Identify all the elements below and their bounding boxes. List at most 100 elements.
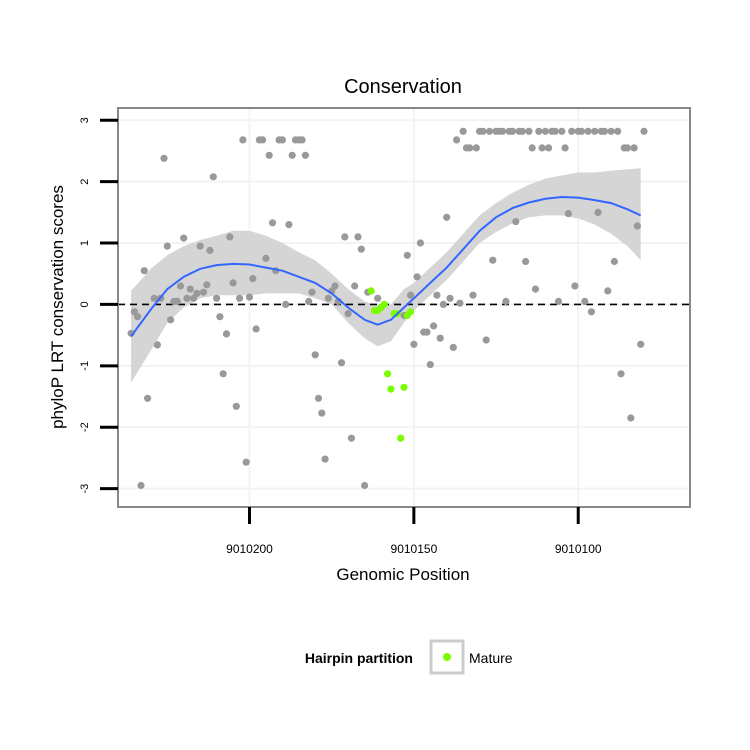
data-point bbox=[466, 144, 474, 152]
data-point bbox=[361, 481, 369, 490]
y-tick-label: 3 bbox=[79, 117, 91, 123]
data-point bbox=[229, 279, 237, 287]
data-point bbox=[479, 127, 487, 135]
data-point bbox=[640, 127, 648, 135]
data-point bbox=[216, 313, 224, 321]
data-point bbox=[564, 210, 573, 218]
mature-data-point bbox=[387, 385, 395, 393]
data-point bbox=[337, 359, 346, 367]
data-point bbox=[242, 458, 250, 466]
data-point bbox=[637, 340, 645, 348]
data-point bbox=[413, 273, 421, 281]
data-point bbox=[512, 218, 520, 226]
data-point bbox=[587, 308, 596, 316]
data-point bbox=[541, 127, 550, 135]
data-point bbox=[196, 242, 204, 250]
mature-data-point bbox=[380, 300, 388, 308]
chart-title: Conservation bbox=[344, 76, 462, 98]
data-point bbox=[416, 239, 424, 247]
data-point bbox=[456, 299, 464, 307]
data-point bbox=[423, 328, 431, 336]
data-point bbox=[407, 291, 415, 299]
data-point bbox=[344, 310, 352, 318]
data-point bbox=[558, 127, 566, 135]
data-point bbox=[167, 316, 175, 324]
data-point bbox=[347, 434, 355, 442]
x-tick-label: 9010200 bbox=[226, 542, 273, 556]
data-point bbox=[623, 144, 632, 152]
data-point bbox=[308, 288, 316, 296]
data-point bbox=[403, 251, 411, 259]
data-point bbox=[577, 127, 586, 135]
data-point bbox=[173, 297, 181, 305]
mature-data-point bbox=[367, 287, 375, 295]
data-point bbox=[163, 242, 171, 250]
data-point bbox=[278, 136, 286, 144]
data-point bbox=[285, 221, 293, 229]
data-point bbox=[610, 257, 619, 266]
data-point bbox=[554, 297, 563, 305]
data-point bbox=[183, 294, 191, 302]
data-point bbox=[627, 414, 635, 422]
data-point bbox=[545, 144, 553, 152]
data-point bbox=[351, 282, 359, 290]
data-point bbox=[630, 144, 638, 152]
data-point bbox=[433, 291, 441, 299]
legend-key-mature bbox=[443, 653, 451, 661]
data-point bbox=[410, 340, 418, 348]
y-tick-label: -1 bbox=[79, 361, 91, 371]
y-tick-label: 0 bbox=[79, 301, 91, 307]
data-point bbox=[209, 173, 217, 181]
x-tick-label: 9010100 bbox=[555, 542, 602, 556]
x-axis-label: Genomic Position bbox=[336, 565, 469, 584]
data-point bbox=[180, 234, 188, 242]
data-point bbox=[617, 370, 625, 378]
data-point bbox=[508, 127, 517, 135]
data-point bbox=[144, 394, 152, 402]
data-point bbox=[614, 127, 622, 135]
data-point bbox=[522, 257, 530, 266]
data-point bbox=[489, 256, 497, 264]
data-point bbox=[439, 300, 447, 308]
data-point bbox=[236, 294, 244, 302]
data-point bbox=[499, 127, 507, 135]
data-point bbox=[331, 282, 339, 290]
data-point bbox=[268, 219, 277, 227]
data-point bbox=[311, 351, 319, 359]
data-point bbox=[153, 341, 161, 349]
y-axis-label: phyloP LRT conservation scores bbox=[48, 185, 67, 429]
data-point bbox=[459, 127, 467, 135]
data-point bbox=[282, 300, 290, 308]
data-point bbox=[581, 297, 589, 305]
data-point bbox=[288, 151, 296, 159]
mature-data-point bbox=[400, 383, 408, 391]
data-point bbox=[186, 285, 194, 293]
data-point bbox=[449, 343, 457, 351]
data-point bbox=[357, 245, 365, 253]
data-point bbox=[426, 361, 434, 369]
data-point bbox=[591, 127, 599, 135]
data-point bbox=[568, 127, 576, 135]
data-point bbox=[318, 409, 326, 417]
smooth-line bbox=[130, 195, 642, 337]
data-point bbox=[341, 233, 349, 241]
data-point bbox=[199, 288, 208, 296]
data-point bbox=[305, 297, 313, 305]
panel-border bbox=[117, 107, 691, 508]
data-point bbox=[265, 151, 273, 159]
data-point bbox=[193, 289, 201, 297]
data-point bbox=[584, 127, 592, 135]
data-point bbox=[298, 136, 306, 144]
data-point bbox=[600, 127, 609, 135]
y-tick-label: 2 bbox=[79, 179, 91, 185]
data-point bbox=[321, 455, 329, 463]
data-point bbox=[531, 285, 540, 293]
data-point bbox=[482, 336, 490, 344]
data-point bbox=[301, 151, 309, 159]
data-point bbox=[453, 136, 461, 144]
y-tick-label: -2 bbox=[79, 422, 91, 432]
data-point bbox=[525, 127, 533, 135]
data-point bbox=[374, 294, 382, 302]
data-point bbox=[528, 144, 536, 152]
data-point bbox=[354, 233, 362, 241]
